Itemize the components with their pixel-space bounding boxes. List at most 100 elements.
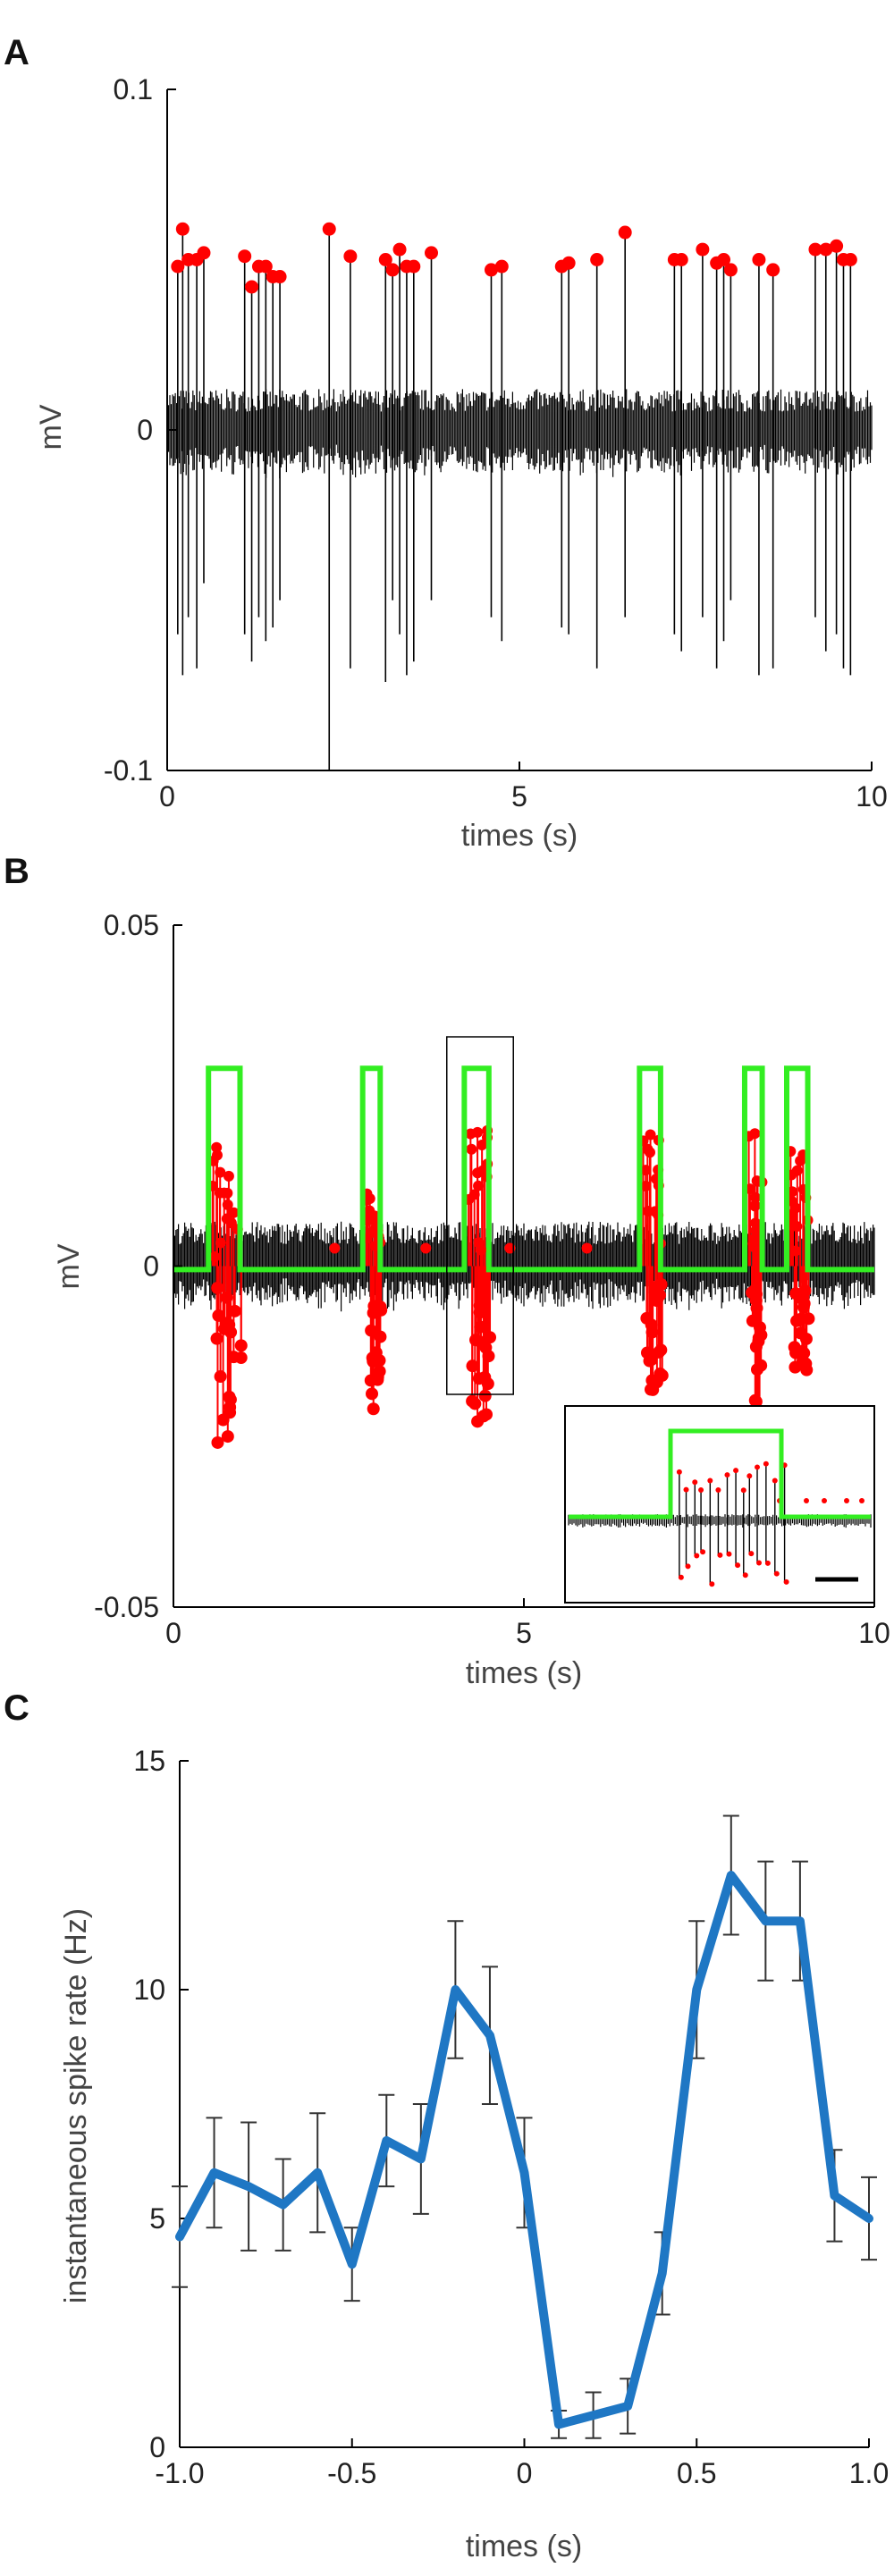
inset-spike-marker <box>724 1472 730 1478</box>
spike-marker <box>211 1281 224 1294</box>
panel-c-error-bars <box>172 1814 877 2439</box>
panel-a-x-axis-title: times (s) <box>461 819 578 853</box>
spike-marker <box>797 1354 810 1368</box>
panel-c-x-axis-title: times (s) <box>466 2530 582 2563</box>
inset-spikes <box>676 1461 864 1587</box>
inset-spike-marker <box>676 1469 682 1475</box>
spike-marker <box>466 1394 479 1408</box>
spike-marker <box>223 1390 236 1403</box>
panel-b-x-tick-label: 5 <box>516 1617 532 1649</box>
spike-marker <box>749 1340 763 1353</box>
spike-marker <box>171 259 185 274</box>
panel-b-noise-trace <box>173 1221 875 1312</box>
panel-b-inset <box>564 1405 875 1604</box>
spike-marker <box>474 1335 487 1349</box>
panel-b-noise <box>173 1221 875 1312</box>
spike-marker <box>808 242 822 257</box>
panel-b: B 0.050-0.05 0 5 10 mV times (s) <box>4 852 890 1690</box>
spike-marker <box>650 1376 663 1389</box>
panel-a-x-tick-label: 10 <box>856 780 888 812</box>
spike-marker <box>258 259 273 274</box>
spike-marker <box>420 1242 432 1254</box>
spike-marker <box>343 249 358 264</box>
panel-c-x-tick-label: 0.5 <box>677 2457 716 2489</box>
spike-marker <box>494 259 509 274</box>
inset-spike-marker <box>859 1498 864 1503</box>
inset-spike-marker <box>748 1551 755 1557</box>
panel-b-highlight-box <box>446 1036 514 1395</box>
panel-c-y-tick-label: 15 <box>133 1745 165 1777</box>
spike-marker <box>225 1217 237 1229</box>
inset-noise <box>568 1514 872 1528</box>
spike-marker <box>649 1288 662 1301</box>
spike-marker <box>478 1389 492 1402</box>
spike-marker <box>640 1180 652 1191</box>
spike-marker <box>477 1139 488 1150</box>
spike-marker <box>766 263 780 277</box>
spike-marker <box>484 263 498 277</box>
inset-spike-marker <box>772 1477 778 1484</box>
inset-spike-marker <box>683 1486 689 1493</box>
spike-marker <box>407 259 421 274</box>
spike-marker <box>197 246 211 260</box>
spike-marker <box>227 1351 240 1364</box>
inset-spike-marker <box>822 1498 827 1503</box>
panel-a-x-tick-label: 5 <box>511 780 527 812</box>
panel-c-x-tick-label: 1.0 <box>849 2457 889 2489</box>
spike-marker <box>794 1326 807 1340</box>
panel-c: C 0 5 10 15 -1.0 -0.5 0 0.5 1.0 instantaneous s… <box>4 1688 889 2563</box>
spike-marker <box>791 1165 803 1176</box>
spike-marker <box>228 1304 241 1317</box>
spike-marker <box>392 242 407 257</box>
inset-spike-marker <box>726 1551 732 1557</box>
spike-marker <box>645 1129 656 1141</box>
panel-c-y-ticks: 0 5 10 15 <box>133 1745 189 2463</box>
inset-stimulus-trace <box>569 1428 871 1520</box>
inset-spike-marker <box>685 1563 691 1570</box>
spike-marker <box>466 1143 477 1155</box>
inset-spike-marker <box>773 1570 780 1577</box>
panel-b-y-tick-label: 0 <box>143 1250 159 1283</box>
spike-marker <box>717 253 731 266</box>
spike-marker <box>465 1128 477 1140</box>
spike-marker <box>245 280 259 294</box>
panel-b-y-tick-label: -0.05 <box>94 1591 159 1623</box>
spike-marker <box>749 1128 761 1140</box>
spike-marker <box>238 249 252 264</box>
spike-marker <box>752 253 766 266</box>
panel-a-spike-markers <box>171 222 857 294</box>
spike-marker <box>471 1415 485 1428</box>
inset-spike-marker <box>746 1473 753 1479</box>
spike-marker <box>228 1207 240 1218</box>
panel-letter-c: C <box>4 1688 30 1728</box>
inset-spike-marker <box>804 1498 809 1503</box>
spike-marker <box>748 1393 762 1407</box>
spike-marker <box>696 242 710 257</box>
inset-spike-marker <box>717 1552 723 1558</box>
panel-c-y-tick-label: 0 <box>149 2431 165 2463</box>
inset-spike-marker <box>740 1487 746 1494</box>
panel-c-y-tick-label: 10 <box>133 1974 165 2006</box>
panel-a-x-ticks: 0 5 10 <box>159 762 888 812</box>
spike-marker <box>640 1311 654 1325</box>
panel-b-y-tick-label: 0.05 <box>104 909 159 941</box>
spike-marker <box>211 1141 223 1153</box>
spike-marker <box>216 1413 230 1427</box>
inset-spike-marker <box>764 1560 771 1566</box>
panel-b-stimulus-trace <box>173 1065 874 1273</box>
spike-marker <box>481 1377 494 1391</box>
inset-spike-marker <box>700 1549 706 1555</box>
inset-spike-marker <box>783 1578 789 1585</box>
spike-marker <box>790 1202 802 1214</box>
spike-marker <box>830 239 844 253</box>
inset-spike-marker <box>707 1477 713 1484</box>
panel-a-spike-lines <box>177 229 852 770</box>
panel-c-x-tick-label: -1.0 <box>155 2457 204 2489</box>
spike-marker <box>211 1149 223 1161</box>
inset-spike-marker <box>844 1498 849 1503</box>
spike-marker <box>618 225 632 240</box>
spike-marker <box>211 1435 224 1449</box>
panel-b-y-axis-title: mV <box>52 1243 86 1289</box>
spike-marker <box>843 253 857 266</box>
